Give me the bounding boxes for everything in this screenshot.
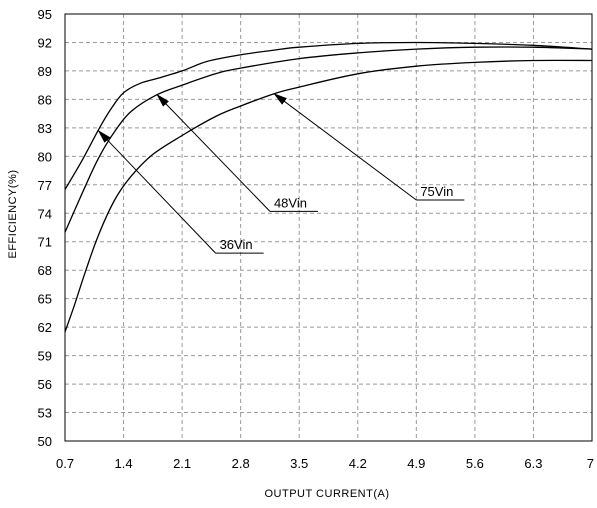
x-tick-label: 7 [587,456,594,471]
y-tick-labels: 50 53 56 59 62 65 68 71 74 77 80 83 86 89 92 95 [38,7,52,449]
y-tick-label: 80 [38,149,52,164]
annotation-label-48Vin: 48Vin [274,195,307,210]
x-tick-label: 1.4 [115,456,133,471]
x-tick-label: 5.6 [466,456,484,471]
y-tick-label: 83 [38,121,52,136]
x-tick-label: 6.3 [524,456,542,471]
x-tick-label: 4.9 [407,456,425,471]
series-annotations: 36Vin 48Vin 75Vin [97,93,465,254]
x-tick-label: 4.2 [349,456,367,471]
annotation-label-36Vin: 36Vin [220,237,253,252]
annotation-arrow [156,93,271,212]
y-tick-label: 74 [38,206,52,221]
series-line-75Vin [64,59,593,333]
plot-border [64,13,593,442]
y-tick-label: 86 [38,92,52,107]
grid-lines [65,14,592,441]
x-axis-label: OUTPUT CURRENT(A) [264,488,389,500]
series-lines [64,41,593,333]
y-tick-label: 53 [38,406,52,421]
plot-frame [64,13,593,442]
series-line-36Vin [64,41,593,190]
x-tick-label: 2.8 [232,456,250,471]
annotation-arrow [97,129,216,254]
y-tick-label: 92 [38,35,52,50]
y-tick-label: 71 [38,235,52,250]
y-tick-label: 77 [38,178,52,193]
y-tick-label: 56 [38,377,52,392]
y-tick-label: 89 [38,64,52,79]
y-tick-label: 68 [38,263,52,278]
x-tick-label: 3.5 [290,456,308,471]
series-line-48Vin [64,46,593,233]
y-tick-label: 59 [38,349,52,364]
x-tick-label: 0.7 [56,456,74,471]
y-tick-label: 50 [38,434,52,449]
y-tick-label: 65 [38,292,52,307]
x-tick-labels: 0.7 1.4 2.1 2.8 3.5 4.2 4.9 5.6 6.3 7 [56,456,594,471]
y-tick-label: 62 [38,320,52,335]
y-axis-label: EFFICIENCY(%) [7,170,19,259]
x-tick-label: 2.1 [173,456,191,471]
y-tick-label: 95 [38,7,52,22]
annotation-label-75Vin: 75Vin [420,184,453,199]
annotation-arrow [273,93,417,201]
